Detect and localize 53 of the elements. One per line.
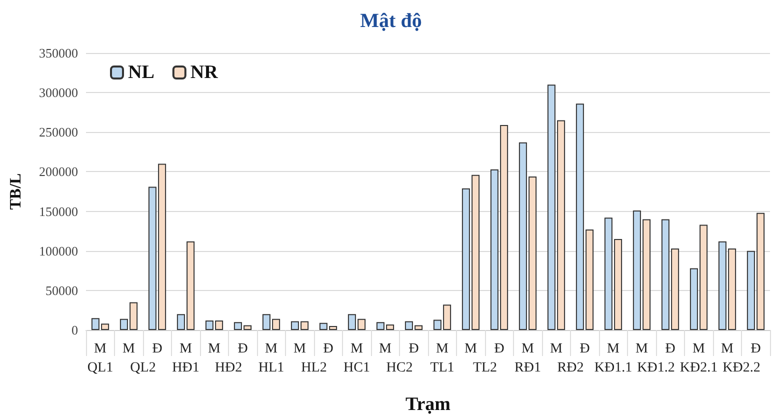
x-tick-label: M	[122, 342, 136, 356]
x-tick-label: M	[379, 342, 392, 356]
y-tick-label: 150000	[39, 204, 78, 219]
x-tick-label: Đ	[408, 342, 419, 356]
text: RĐ2	[557, 360, 584, 376]
y-tick-label: 100000	[39, 243, 78, 258]
text: HĐ2	[214, 360, 242, 376]
legend-label: NL	[128, 62, 154, 83]
text: KĐ2.2	[722, 360, 760, 376]
text: RĐ1	[514, 360, 541, 376]
x-tick-label: Đ	[152, 342, 162, 356]
text: KĐ1.2	[637, 360, 675, 376]
x-tick-label: M	[636, 342, 649, 356]
text: HC1	[344, 360, 370, 376]
text: TL2	[472, 360, 498, 376]
x-tick-label: M	[550, 342, 564, 356]
text: QL2	[130, 360, 156, 376]
text: KĐ2.1	[680, 360, 718, 376]
x-tick-label: M	[522, 342, 535, 356]
x-tick-label: Đ	[238, 342, 248, 356]
x-tick-label: Đ	[580, 342, 590, 356]
y-tick-label: 200000	[39, 164, 78, 180]
x-tick-label: M	[350, 342, 364, 356]
y-tick-label: 250000	[39, 124, 78, 140]
y-tick-label: 300000	[39, 85, 78, 100]
y-tick-label: 0	[72, 322, 78, 338]
x-tick-label: M	[436, 342, 450, 356]
x-tick-label: Đ	[494, 342, 504, 356]
x-tick-label: M	[180, 342, 193, 356]
text: HL2	[301, 360, 327, 376]
x-tick-label: Đ	[323, 342, 334, 356]
text: TL1	[430, 360, 454, 376]
text: KĐ1.1	[594, 360, 632, 376]
x-tick-label: M	[607, 342, 620, 356]
x-tick-label: M	[208, 342, 222, 356]
chart-title: Mật độ	[360, 10, 422, 32]
legend-label: NR	[190, 62, 218, 83]
y-axis-title: TB/L	[8, 173, 24, 210]
x-tick-label: M	[464, 342, 478, 356]
x-tick-label: Đ	[750, 342, 761, 356]
x-tick-label: M	[294, 342, 307, 356]
x-axis-title: Trạm	[405, 394, 451, 415]
text: QL1	[87, 360, 114, 376]
x-tick-label: M	[94, 342, 108, 356]
text: HL1	[258, 360, 284, 376]
x-tick-label: M	[721, 342, 734, 356]
text: HĐ1	[172, 360, 200, 376]
y-tick-label: 50000	[46, 282, 78, 298]
x-tick-label: M	[692, 342, 706, 356]
x-tick-label: M	[265, 342, 278, 356]
text: HC2	[386, 360, 413, 376]
x-tick-label: Đ	[665, 342, 676, 356]
y-tick-label: 350000	[39, 46, 78, 60]
